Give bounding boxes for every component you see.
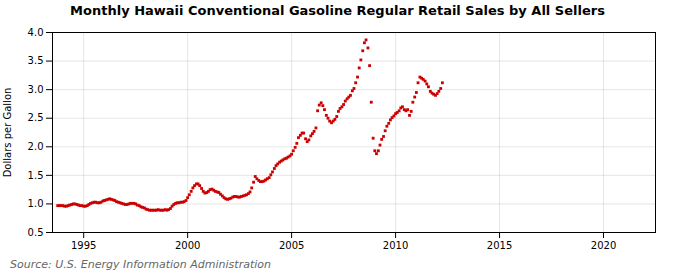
- svg-text:2015: 2015: [487, 240, 512, 251]
- svg-text:2005: 2005: [279, 240, 304, 251]
- svg-text:3.5: 3.5: [28, 55, 44, 66]
- svg-text:2.5: 2.5: [28, 112, 44, 123]
- svg-text:2000: 2000: [175, 240, 200, 251]
- html-text:Monthly Hawaii Conventional Ga: Monthly Hawaii Conventional Gasoline Reg…: [70, 3, 605, 18]
- svg-text:0.5: 0.5: [28, 227, 44, 238]
- svg-text:3.0: 3.0: [28, 84, 44, 95]
- svg-text:Dollars per Gallon: Dollars per Gallon: [2, 88, 13, 178]
- svg-text:1.5: 1.5: [28, 170, 44, 181]
- html-text:Source: U.S. Energy Informatio: Source: U.S. Energy Information Administ…: [10, 258, 271, 271]
- svg-text:2.0: 2.0: [28, 141, 44, 152]
- svg-text:2020: 2020: [591, 240, 616, 251]
- svg-text:2010: 2010: [383, 240, 408, 251]
- svg-text:1.0: 1.0: [28, 198, 44, 209]
- svg-text:1995: 1995: [71, 240, 96, 251]
- svg-text:4.0: 4.0: [28, 27, 44, 38]
